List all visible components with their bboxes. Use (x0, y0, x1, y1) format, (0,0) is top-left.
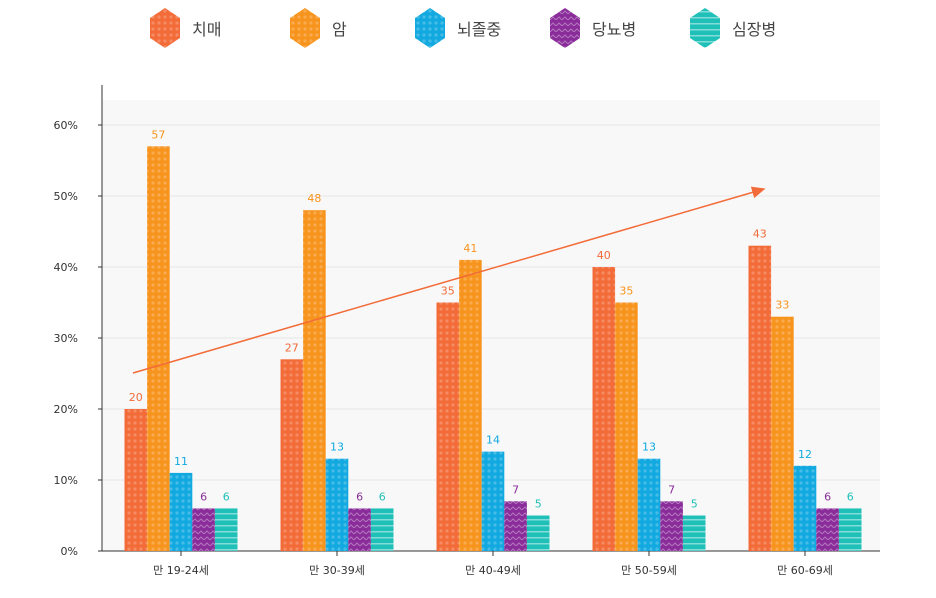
data-label: 6 (223, 490, 230, 503)
data-label: 33 (775, 299, 789, 312)
trend-arrow (132, 186, 766, 374)
x-tick-label: 만 40-49세 (465, 564, 521, 577)
bar (526, 515, 550, 551)
legend-label: 당뇨병 (592, 20, 637, 39)
bar (280, 359, 304, 551)
bar (325, 458, 349, 551)
legend-item[interactable]: 심장병 (690, 8, 790, 48)
bar (748, 245, 772, 551)
legend-item[interactable]: 치매 (150, 8, 290, 48)
bar (459, 259, 482, 551)
legend-label: 심장병 (732, 20, 777, 39)
data-label: 43 (753, 228, 767, 241)
bar (504, 501, 527, 551)
bar (682, 515, 706, 551)
data-label: 5 (691, 498, 698, 511)
data-label: 27 (285, 341, 299, 354)
y-tick-label: 20% (54, 403, 78, 416)
data-label: 11 (174, 455, 188, 468)
hexagon-icon (415, 8, 445, 48)
data-label: 6 (847, 490, 854, 503)
hexagon-icon (150, 8, 180, 48)
legend-label: 뇌졸중 (457, 20, 502, 39)
bar (615, 302, 638, 551)
bar (592, 267, 616, 551)
legend-item[interactable]: 뇌졸중 (415, 8, 550, 48)
y-tick-label: 40% (54, 261, 78, 274)
bar (637, 458, 661, 551)
x-tick-label: 만 30-39세 (309, 564, 365, 577)
data-label: 35 (619, 285, 633, 298)
data-label: 41 (463, 242, 477, 255)
data-label: 5 (535, 498, 542, 511)
legend-label: 치매 (192, 20, 222, 39)
hexagon-icon (690, 8, 720, 48)
data-label: 7 (512, 483, 519, 496)
data-label: 13 (642, 441, 656, 454)
bar (169, 472, 193, 551)
hexagon-icon (550, 8, 580, 48)
data-label: 40 (597, 249, 611, 262)
bar (214, 508, 238, 551)
data-label: 12 (798, 448, 812, 461)
legend-item[interactable]: 암 (290, 8, 415, 48)
y-tick-label: 10% (54, 474, 78, 487)
bar (771, 316, 794, 551)
bar (348, 508, 371, 551)
data-label: 6 (200, 490, 207, 503)
hexagon-icon (290, 8, 320, 48)
y-tick-label: 60% (54, 119, 78, 132)
legend-label: 암 (332, 20, 347, 39)
bar (370, 508, 394, 551)
bar (192, 508, 215, 551)
y-tick-label: 50% (54, 190, 78, 203)
bar (660, 501, 683, 551)
bar (793, 465, 817, 551)
y-tick-label: 0% (61, 545, 78, 558)
x-tick-label: 만 50-59세 (621, 564, 677, 577)
bar (436, 302, 460, 551)
bar (147, 146, 170, 552)
bar (303, 210, 326, 551)
legend-item[interactable]: 당뇨병 (550, 8, 690, 48)
x-tick-label: 만 19-24세 (153, 564, 209, 577)
legend: 치매 암 뇌졸중 당뇨병 심장병 (150, 8, 790, 48)
bar (838, 508, 862, 551)
data-label: 20 (129, 391, 143, 404)
data-label: 14 (486, 434, 500, 447)
data-label: 57 (151, 128, 165, 141)
bar (481, 451, 505, 551)
data-label: 13 (330, 441, 344, 454)
data-label: 7 (668, 483, 675, 496)
bar (124, 409, 148, 551)
y-tick-label: 30% (54, 332, 78, 345)
data-label: 35 (441, 285, 455, 298)
data-label: 6 (824, 490, 831, 503)
data-label: 6 (379, 490, 386, 503)
data-label: 6 (356, 490, 363, 503)
x-tick-label: 만 60-69세 (777, 564, 833, 577)
data-label: 48 (307, 192, 321, 205)
bar (816, 508, 839, 551)
